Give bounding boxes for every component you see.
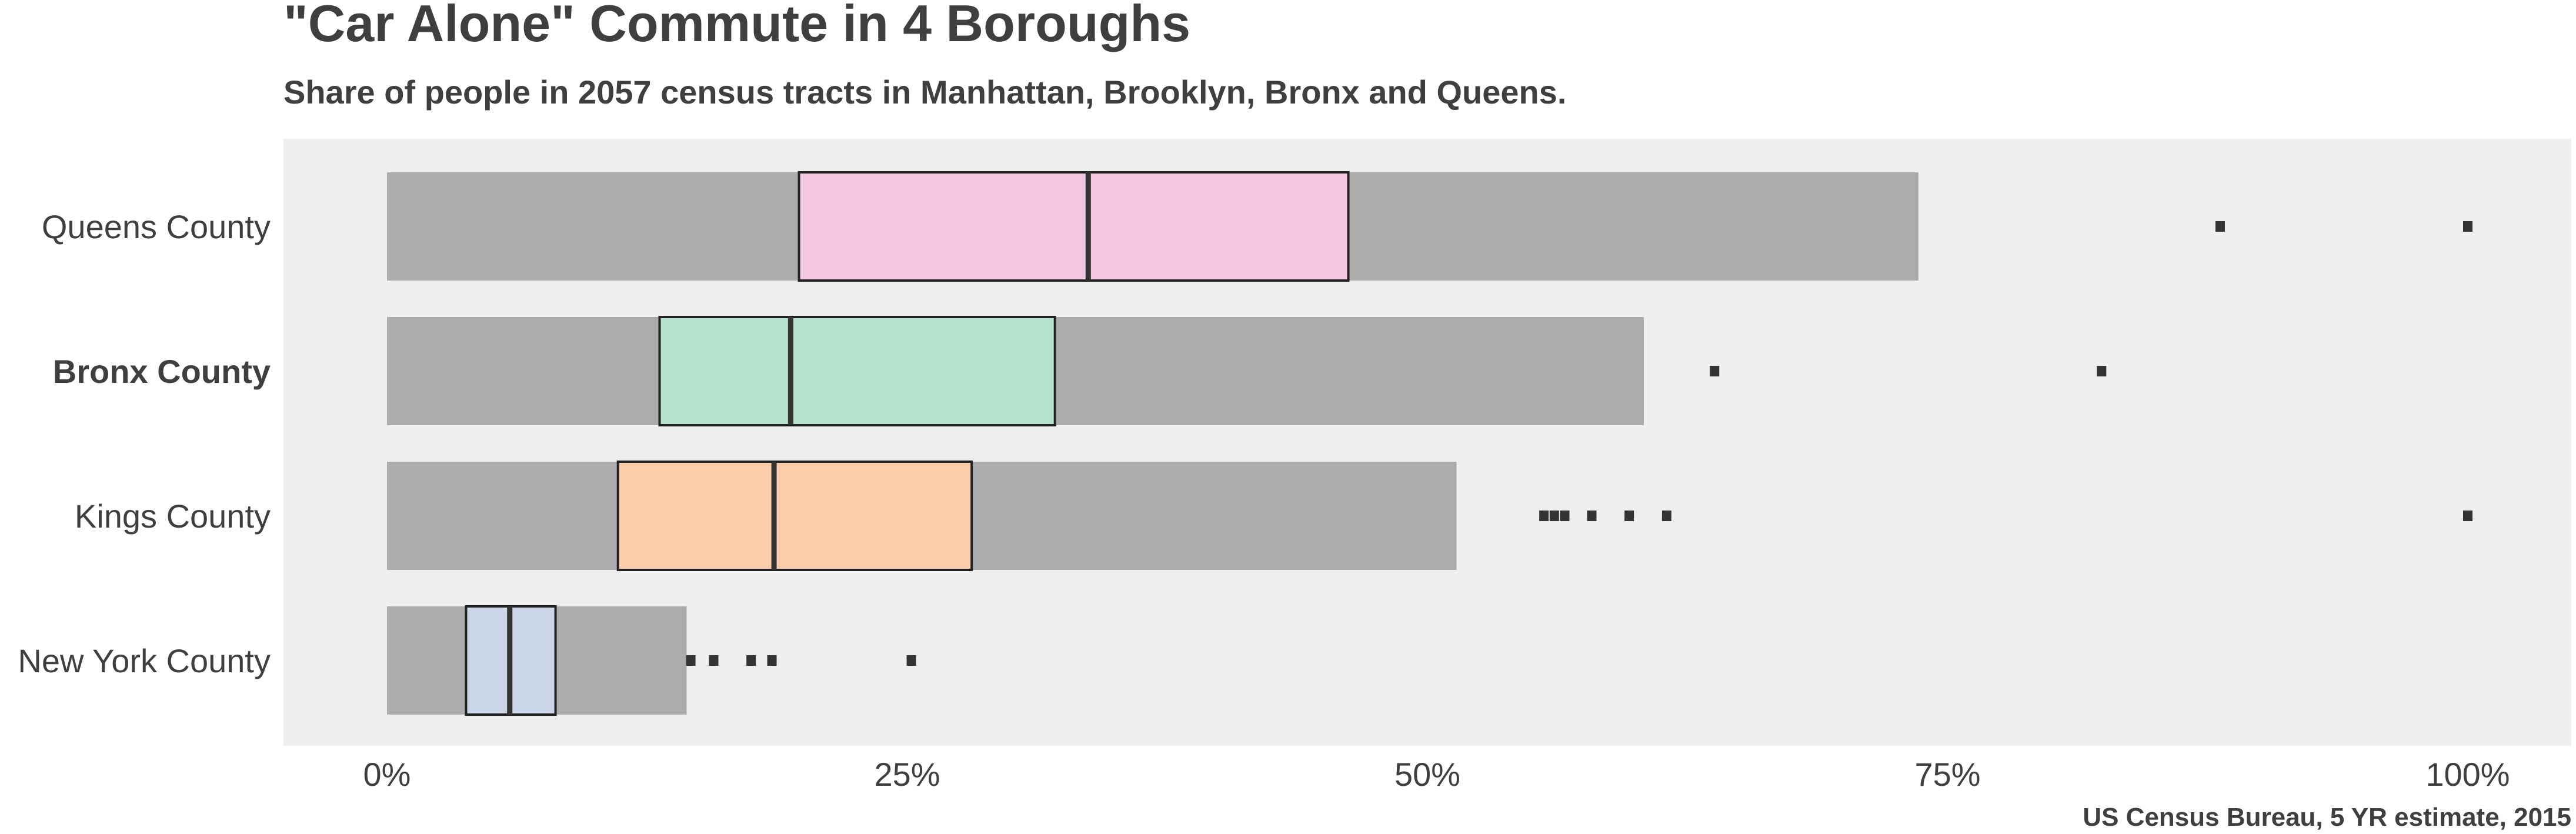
outlier-point	[1539, 511, 1549, 521]
y-tick-label: Queens County	[42, 208, 271, 245]
box-group-queens-county	[387, 171, 2472, 282]
box-group-kings-county	[387, 461, 2472, 571]
outlier-point	[2097, 366, 2107, 376]
outlier-point	[1560, 511, 1570, 521]
x-tick-label: 0%	[363, 756, 411, 793]
outlier-point	[767, 655, 777, 666]
chart-title: "Car Alone" Commute in 4 Boroughs	[283, 0, 1190, 52]
chart-subtitle: Share of people in 2057 census tracts in…	[283, 74, 1566, 111]
y-axis: Queens County Bronx County Kings County New…	[18, 208, 271, 679]
y-tick-label: Kings County	[75, 498, 271, 535]
chart-caption: US Census Bureau, 5 YR estimate, 2015	[2083, 803, 2571, 832]
x-axis: 0% 25% 50% 75% 100%	[363, 756, 2510, 793]
outlier-point	[1624, 511, 1634, 521]
outlier-point	[686, 655, 696, 666]
outlier-point	[1549, 511, 1559, 521]
outlier-point	[709, 655, 719, 666]
boxplot-series	[387, 171, 2472, 716]
x-tick-label: 50%	[1394, 756, 1460, 793]
outlier-point	[2215, 221, 2225, 232]
x-tick-label: 75%	[1914, 756, 1980, 793]
x-tick-label: 100%	[2425, 756, 2510, 793]
outlier-point	[2463, 221, 2472, 232]
outlier-point	[1587, 511, 1597, 521]
outlier-point	[1661, 511, 1671, 521]
outlier-point	[2463, 511, 2472, 521]
outlier-point	[1710, 366, 1720, 376]
box-group-new-york-county	[387, 605, 916, 716]
outlier-point	[906, 655, 916, 666]
iqr-box	[658, 316, 1056, 426]
y-tick-label: New York County	[18, 642, 271, 679]
y-tick-label: Bronx County	[53, 353, 271, 390]
iqr-box	[616, 461, 973, 571]
outlier-point	[746, 655, 756, 666]
x-tick-label: 25%	[874, 756, 940, 793]
iqr-box	[798, 171, 1350, 282]
box-group-bronx-county	[387, 316, 2107, 426]
